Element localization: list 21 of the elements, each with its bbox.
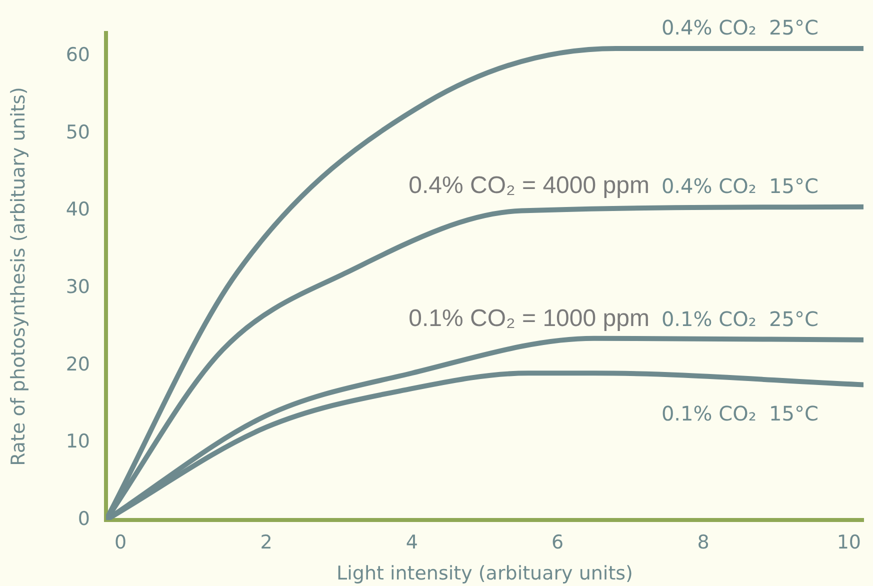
y-tick-label: 0 [78, 508, 90, 530]
annotation: 0.4% CO₂ = 4000 ppm [408, 172, 650, 199]
x-tick-label: 2 [260, 531, 272, 554]
series-label: 0.4% CO₂ 25°C [661, 15, 818, 40]
y-tick-label: 40 [66, 198, 90, 221]
x-tick-label: 10 [836, 531, 862, 554]
y-tick-label: 20 [66, 353, 90, 376]
series-label: 0.1% CO₂ 25°C [661, 306, 818, 331]
y-tick-label: 60 [66, 44, 90, 66]
series-label: 0.1% CO₂ 15°C [661, 402, 818, 426]
x-tick-label: 4 [406, 531, 418, 554]
series-label: 0.4% CO₂ 15°C [661, 174, 818, 198]
y-tick-label: 50 [66, 121, 90, 144]
x-tick-label: 8 [697, 531, 710, 554]
y-axis-title: Rate of photosynthesis (arbituary units) [7, 87, 30, 466]
x-axis-title: Light intensity (arbituary units) [336, 562, 633, 585]
y-tick-label: 30 [66, 276, 90, 298]
x-tick-label: 0 [114, 531, 127, 554]
annotation: 0.1% CO₂ = 1000 ppm [408, 304, 650, 332]
x-tick-label: 6 [552, 531, 564, 554]
y-tick-label: 10 [66, 430, 90, 453]
